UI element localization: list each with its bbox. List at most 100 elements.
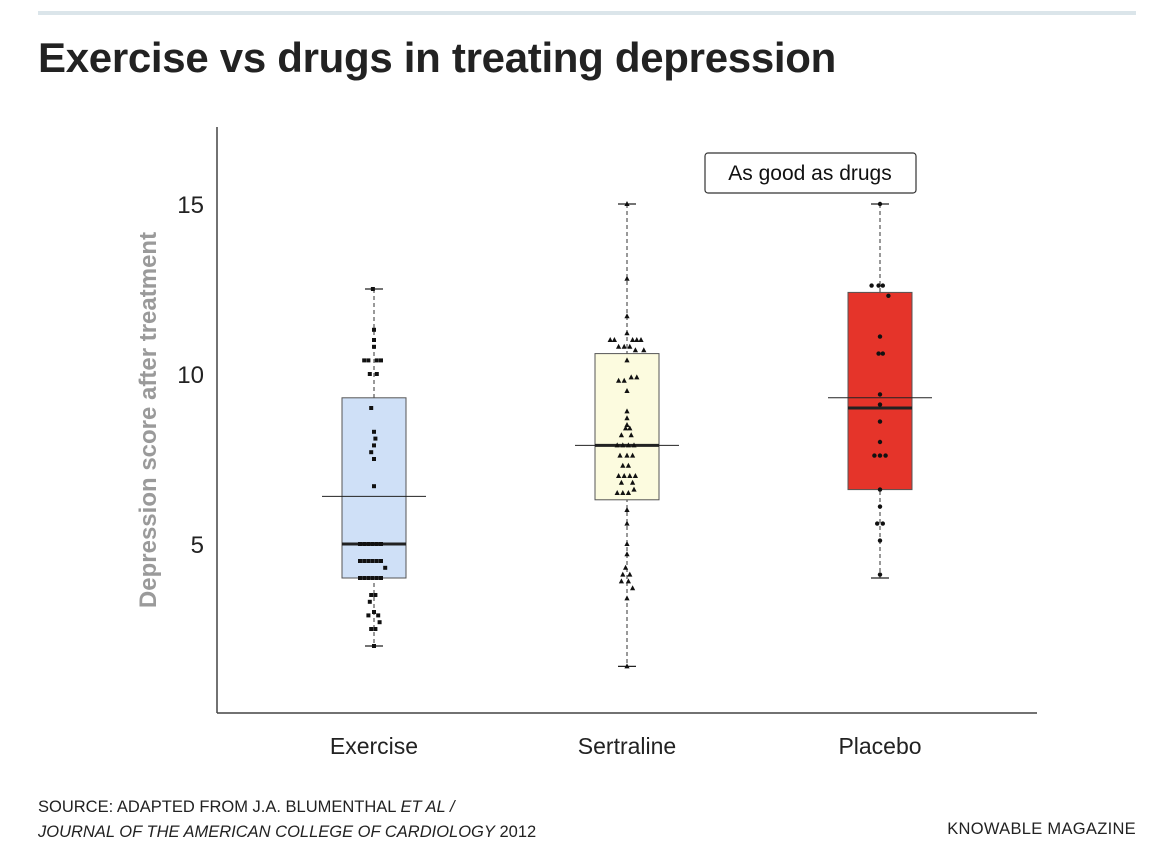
exercise-data-point [374,559,379,563]
x-tick-label: Placebo [838,733,921,759]
placebo-data-point [877,334,883,339]
exercise-data-point [372,484,376,489]
sertraline-data-point [625,462,631,468]
exercise-data-point [374,542,379,546]
sertraline-data-point [628,374,634,380]
placebo-data-point [877,201,883,207]
exercise-data-point [366,576,371,580]
sertraline-data-point [624,330,630,336]
exercise-data-point [362,559,367,563]
exercise-data-point [372,443,376,448]
sertraline-data-point [624,408,630,414]
exercise-data-point [373,436,378,441]
sertraline-data-point [624,551,630,557]
sertraline-data-point [621,343,627,349]
sertraline-data-point [624,452,630,458]
sertraline-data-point [620,462,626,468]
exercise-data-point [379,559,383,563]
source-note: SOURCE: ADAPTED FROM J.A. BLUMENTHAL ET … [38,795,536,845]
sertraline-data-point [621,473,627,478]
sertraline-data-point [624,663,630,669]
chart-title: Exercise vs drugs in treating depression [38,34,836,81]
exercise-data-point [366,613,371,618]
sertraline-data-point [614,490,620,495]
placebo-data-point [877,392,883,397]
placebo-data-point [875,521,880,526]
sertraline-data-point [618,479,624,485]
sertraline-data-point [627,571,633,577]
sertraline-data-point [618,578,624,584]
sertraline-data-point [617,452,623,458]
placebo-data-point [877,487,883,492]
placebo-data-point [883,453,888,458]
sertraline-data-point [624,541,630,546]
exercise-data-point [369,450,374,455]
x-tick-label: Exercise [330,733,418,759]
exercise-data-point [379,358,383,363]
sertraline-data-point [625,490,631,495]
sertraline-data-point [634,337,640,342]
placebo-data-point [877,419,883,424]
y-tick-label: 5 [191,532,204,559]
placebo-data-point [886,293,891,298]
exercise-data-point [377,620,382,625]
source-journal: JOURNAL OF THE AMERICAN COLLEGE OF CARDI… [38,823,495,841]
exercise-data-point [373,593,378,597]
y-tick-label: 15 [177,192,204,219]
sertraline-data-point [631,486,637,492]
exercise-data-point [372,327,376,332]
y-axis-label-group: Depression score after treatment [135,232,162,608]
placebo-data-point [877,572,883,577]
sertraline-data-point [618,432,624,438]
exercise-data-point [372,610,376,614]
sertraline-data-point [614,442,620,448]
annotation-label: As good as drugs [728,162,891,185]
sertraline-data-point [628,432,634,438]
sertraline-data-point [624,201,630,206]
exercise-data-point [369,406,374,410]
exercise-data-point [379,542,383,546]
sertraline-data-point [627,425,633,431]
placebo-data-point [877,538,883,543]
exercise-data-point [366,358,371,363]
sertraline-data-point [632,347,638,353]
publisher-credit: KNOWABLE MAGAZINE [947,820,1136,838]
placebo-data-point [876,351,881,356]
placebo-data-point [880,283,885,288]
sertraline-data-point [630,585,636,591]
placebo-data-point [876,283,881,288]
exercise-data-point [376,613,381,618]
sertraline-data-point [620,571,626,577]
sertraline-data-point [621,377,627,383]
source-line-2: JOURNAL OF THE AMERICAN COLLEGE OF CARDI… [38,820,536,845]
exercise-data-point [358,559,362,563]
sertraline-data-point [630,479,636,485]
sertraline-data-point [630,452,636,458]
sertraline-data-point [627,473,633,478]
y-tick-label: 10 [177,362,204,389]
sertraline-data-point [624,275,630,281]
exercise-data-point [362,542,367,546]
sertraline-data-point [620,442,626,448]
sertraline-data-point [624,415,630,421]
exercise-data-point [362,576,367,580]
placebo-data-point [877,402,883,407]
sertraline-data-point [616,473,622,478]
exercise-data-point [373,627,378,631]
exercise-data-point [358,576,362,580]
exercise-data-point [372,644,376,648]
sertraline-data-point [630,337,636,342]
exercise-data-point [370,287,375,291]
source-authors-suffix: ET AL / [400,798,455,816]
exercise-data-point [362,358,367,363]
sertraline-data-point [634,374,640,380]
sertraline-data-point [616,343,622,349]
sertraline-data-point [638,337,644,342]
sertraline-data-point [624,507,630,512]
axes: 5 10 15 Exercise Sertraline Placebo [177,127,1037,759]
exercise-data-point [374,358,379,363]
sertraline-data-point [641,347,647,353]
exercise-data-point [358,542,362,546]
sertraline-data-point [624,388,630,393]
sertraline-data-point [624,520,630,526]
